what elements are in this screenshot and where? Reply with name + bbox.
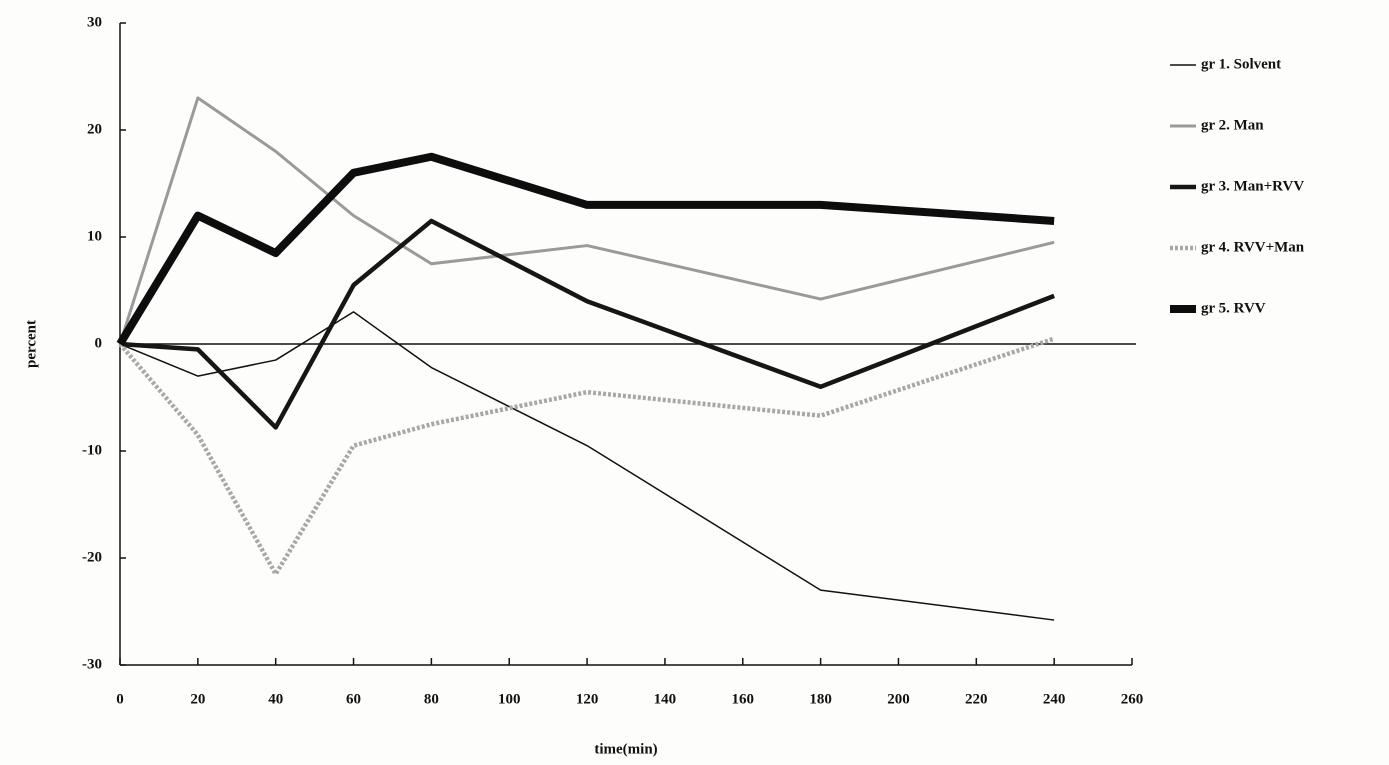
- legend-label: gr 2. Man: [1201, 117, 1264, 133]
- y-axis-label: percent: [23, 320, 39, 368]
- x-tick-label: 140: [654, 691, 677, 707]
- y-tick-label: 20: [87, 121, 102, 137]
- x-tick-label: 40: [268, 691, 283, 707]
- x-tick-label: 240: [1043, 691, 1066, 707]
- y-tick-label: -10: [82, 442, 102, 458]
- x-tick-label: 200: [887, 691, 910, 707]
- x-tick-label: 60: [346, 691, 361, 707]
- series-line: [119, 311, 1055, 621]
- x-tick-label: 260: [1121, 691, 1144, 707]
- x-tick-label: 100: [498, 691, 521, 707]
- x-tick-label: 20: [190, 691, 205, 707]
- series-line: [116, 152, 1055, 347]
- y-tick-label: 30: [87, 14, 102, 30]
- x-tick-label: 80: [424, 691, 439, 707]
- legend-label: gr 5. RVV: [1201, 300, 1266, 316]
- x-tick-label: 120: [576, 691, 599, 707]
- legend-label: gr 1. Solvent: [1201, 56, 1281, 72]
- x-tick-label: 0: [116, 691, 124, 707]
- y-tick-label: -20: [82, 549, 102, 565]
- series-line: [118, 96, 1055, 345]
- series-line: [118, 336, 1055, 577]
- y-tick-label: 0: [95, 335, 103, 351]
- legend-label: gr 4. RVV+Man: [1201, 239, 1305, 255]
- x-tick-label: 160: [732, 691, 755, 707]
- x-tick-label: 180: [809, 691, 832, 707]
- y-tick-label: 10: [87, 228, 102, 244]
- series-line: [119, 218, 1055, 430]
- x-axis-label: time(min): [594, 741, 657, 757]
- x-tick-label: 220: [965, 691, 988, 707]
- legend-label: gr 3. Man+RVV: [1201, 178, 1304, 194]
- y-tick-label: -30: [82, 656, 102, 672]
